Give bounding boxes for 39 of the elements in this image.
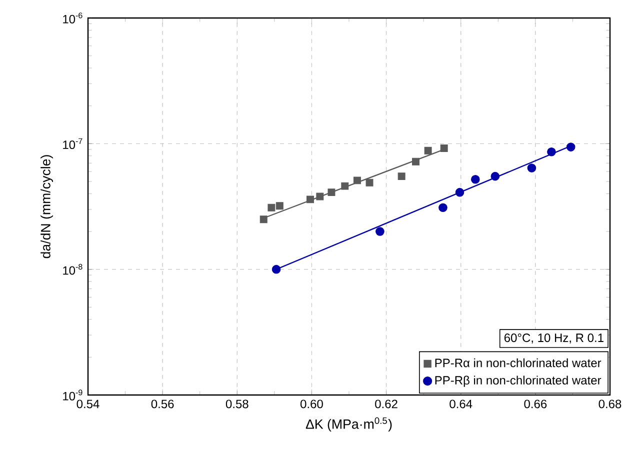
point [276, 202, 284, 210]
x-tick-label: 0.66 [524, 400, 547, 408]
point [328, 188, 336, 196]
x-tick-label: 0.58 [226, 400, 248, 408]
point [316, 192, 324, 200]
point [272, 264, 281, 274]
legend-label: PP-Rα in non-chlorinated water [435, 358, 602, 368]
x-tick-label: 0.54 [76, 400, 100, 408]
x-tick-label: 0.64 [450, 400, 472, 408]
x-tick-label: 0.68 [598, 400, 622, 408]
point [424, 146, 432, 154]
point [566, 142, 576, 152]
annotation: 60°C, 10 Hz, R 0.1 [504, 334, 604, 344]
y-axis-title: da/dN (mm/cycle) [40, 155, 54, 258]
point [547, 148, 556, 156]
point [438, 203, 448, 212]
x-axis-title: ΔK (MPa·m$^{0.5}$) [306, 417, 392, 432]
point [412, 158, 420, 166]
point [527, 164, 536, 172]
y-tick-label: 10$^{-8}$ [63, 264, 82, 275]
point [268, 204, 276, 212]
x-tick-label: 0.56 [151, 400, 174, 408]
point [455, 188, 464, 197]
point [471, 174, 480, 184]
point [490, 172, 500, 181]
point [353, 176, 361, 184]
y-tick-label: 10$^{-7}$ [63, 138, 82, 150]
x-tick-label: 0.60 [300, 400, 323, 408]
point [341, 182, 349, 190]
point [306, 196, 314, 204]
point [376, 227, 384, 236]
point [398, 172, 406, 180]
legend-label: PP-Rβ in non-chlorinated water [435, 376, 602, 387]
point [440, 144, 448, 152]
point [366, 178, 374, 186]
y-tick-label: 10$^{-6}$ [63, 12, 82, 24]
y-tick-label: 10$^{-9}$ [63, 390, 82, 400]
point [260, 216, 268, 224]
x-tick-label: 0.62 [375, 400, 398, 408]
